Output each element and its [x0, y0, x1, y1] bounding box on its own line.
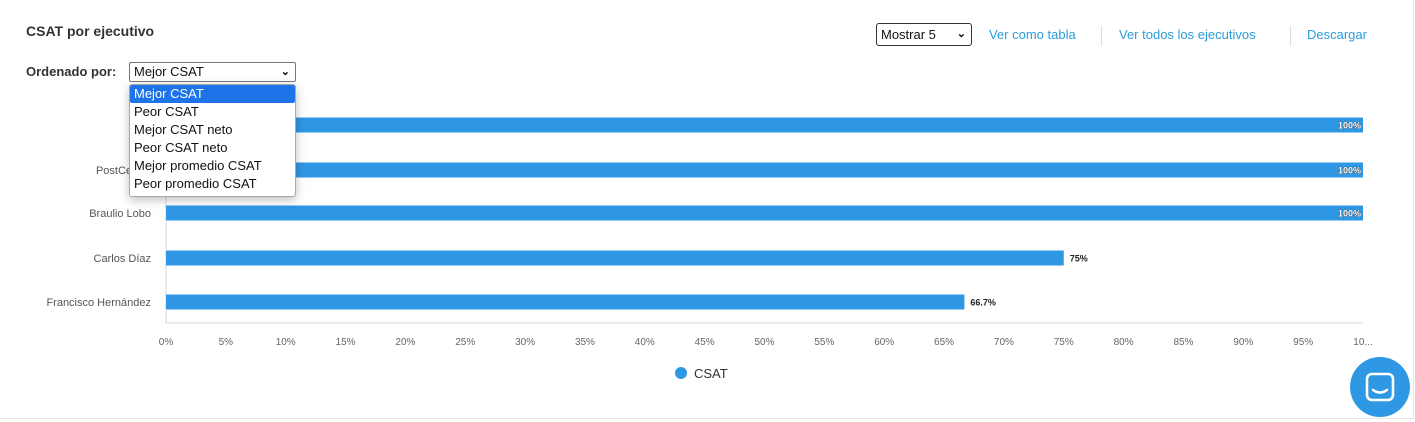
card-title: CSAT por ejecutivo [26, 23, 155, 39]
chat-bubble-icon [1365, 372, 1395, 402]
chevron-down-icon: ⌄ [280, 66, 290, 78]
bar[interactable] [166, 162, 1363, 178]
x-tick-label: 50% [754, 337, 774, 348]
bar[interactable] [166, 250, 1064, 266]
data-label: 75% [1070, 254, 1088, 264]
sort-dropdown-menu: Mejor CSAT Peor CSAT Mejor CSAT neto Peo… [129, 84, 296, 197]
x-tick-label: 10% [276, 337, 296, 348]
view-as-table-link[interactable]: Ver como tabla [989, 27, 1076, 42]
sort-option-peor-promedio-csat[interactable]: Peor promedio CSAT [134, 176, 257, 191]
x-tick-label: 30% [515, 337, 535, 348]
x-tick-label: 40% [635, 337, 655, 348]
legend-marker[interactable] [675, 367, 687, 379]
data-label: 66.7% [970, 298, 996, 308]
chevron-down-icon: ⌄ [956, 28, 966, 40]
sort-option-peor-csat[interactable]: Peor CSAT [134, 104, 199, 119]
bar[interactable] [166, 117, 1363, 133]
category-label: Francisco Hernández [46, 297, 151, 309]
category-label: Braulio Lobo [89, 208, 151, 220]
x-tick-label: 35% [575, 337, 595, 348]
x-tick-label: 55% [814, 337, 834, 348]
x-tick-label: 5% [219, 337, 234, 348]
chat-launcher-button[interactable] [1350, 357, 1410, 417]
category-label: Carlos Díaz [94, 253, 151, 265]
x-tick-label: 75% [1054, 337, 1074, 348]
x-tick-label: 60% [874, 337, 894, 348]
x-tick-label: 80% [1114, 337, 1134, 348]
link-divider [1101, 26, 1102, 46]
x-tick-label: 65% [934, 337, 954, 348]
view-all-executives-link[interactable]: Ver todos los ejecutivos [1119, 27, 1256, 42]
download-link[interactable]: Descargar [1307, 27, 1367, 42]
sort-option-mejor-csat[interactable]: Mejor CSAT [130, 85, 295, 103]
sort-option-mejor-promedio-csat[interactable]: Mejor promedio CSAT [134, 158, 262, 173]
data-label: 100% [1338, 166, 1361, 176]
x-tick-label: 85% [1173, 337, 1193, 348]
show-count-value: Mostrar 5 [881, 27, 936, 42]
x-tick-label: 95% [1293, 337, 1313, 348]
x-tick-label: 25% [455, 337, 475, 348]
x-tick-label: 10... [1353, 337, 1372, 348]
sort-option-peor-csat-neto[interactable]: Peor CSAT neto [134, 140, 228, 155]
x-tick-label: 70% [994, 337, 1014, 348]
sort-select[interactable]: Mejor CSAT ⌄ [129, 62, 296, 82]
sort-label: Ordenado por: [26, 64, 117, 79]
x-tick-label: 15% [336, 337, 356, 348]
show-count-select[interactable]: Mostrar 5 ⌄ [876, 23, 972, 46]
legend-label[interactable]: CSAT [694, 366, 728, 381]
x-tick-label: 0% [159, 337, 174, 348]
data-label: 100% [1338, 121, 1361, 131]
bar[interactable] [166, 205, 1363, 221]
x-tick-label: 90% [1233, 337, 1253, 348]
bar[interactable] [166, 294, 965, 310]
sort-option-mejor-csat-neto[interactable]: Mejor CSAT neto [134, 122, 233, 137]
x-tick-label: 20% [395, 337, 415, 348]
x-tick-label: 45% [695, 337, 715, 348]
link-divider [1290, 26, 1291, 46]
data-label: 100% [1338, 209, 1361, 219]
sort-select-value: Mejor CSAT [134, 64, 204, 79]
